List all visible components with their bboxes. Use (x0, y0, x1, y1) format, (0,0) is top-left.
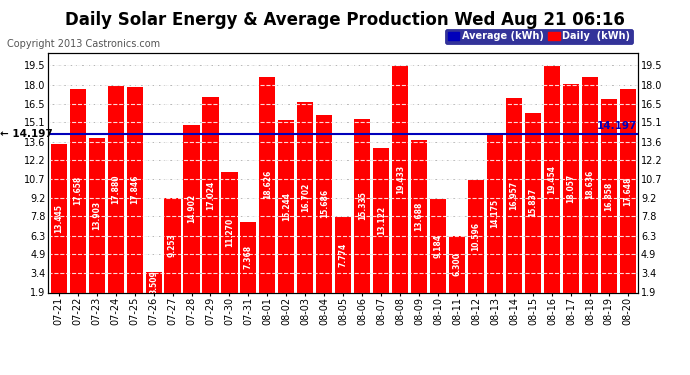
Bar (184, 125, 199, 292)
Text: 14.902: 14.902 (187, 194, 196, 223)
Text: 7.368: 7.368 (244, 245, 253, 269)
Text: 16.858: 16.858 (604, 182, 613, 211)
Bar (50, 144, 67, 292)
Bar (468, 180, 484, 292)
Bar (506, 98, 522, 292)
Text: 9.253: 9.253 (168, 233, 177, 257)
Text: 18.057: 18.057 (566, 174, 575, 203)
Bar (582, 76, 598, 292)
Bar (297, 102, 313, 292)
Text: 15.686: 15.686 (319, 189, 329, 218)
Text: 15.335: 15.335 (357, 191, 367, 220)
Text: 15.837: 15.837 (529, 188, 538, 217)
Text: 14.175: 14.175 (491, 199, 500, 228)
Bar (544, 66, 560, 292)
Bar (259, 76, 275, 292)
Text: 17.880: 17.880 (111, 175, 120, 204)
Text: 11.270: 11.270 (225, 217, 234, 247)
Text: 16.702: 16.702 (301, 182, 310, 212)
Bar (525, 112, 541, 292)
Bar (392, 66, 408, 292)
Text: 13.445: 13.445 (55, 204, 63, 232)
Bar (202, 98, 219, 292)
Legend: Average (kWh), Daily  (kWh): Average (kWh), Daily (kWh) (444, 28, 633, 44)
Bar (70, 89, 86, 292)
Bar (430, 198, 446, 292)
Text: 13.903: 13.903 (92, 201, 101, 230)
Text: 6.300: 6.300 (453, 252, 462, 276)
Bar (411, 140, 427, 292)
Bar (449, 236, 465, 292)
Bar (278, 120, 295, 292)
Text: 13.122: 13.122 (377, 206, 386, 235)
Text: 10.596: 10.596 (471, 222, 480, 251)
Text: 16.957: 16.957 (509, 181, 518, 210)
Bar (221, 172, 237, 292)
Bar (354, 119, 371, 292)
Text: Daily Solar Energy & Average Production Wed Aug 21 06:16: Daily Solar Energy & Average Production … (65, 11, 625, 29)
Text: Copyright 2013 Castronics.com: Copyright 2013 Castronics.com (7, 39, 160, 50)
Text: 14.197: 14.197 (597, 121, 638, 131)
Bar (601, 99, 617, 292)
Text: 17.658: 17.658 (73, 176, 82, 206)
Text: 18.636: 18.636 (585, 170, 594, 199)
Text: 19.454: 19.454 (547, 165, 556, 194)
Bar (126, 87, 143, 292)
Text: 19.433: 19.433 (395, 165, 404, 194)
Text: 13.688: 13.688 (415, 202, 424, 231)
Bar (240, 222, 257, 292)
Text: 9.184: 9.184 (433, 234, 442, 258)
Text: 7.774: 7.774 (339, 243, 348, 267)
Text: 17.846: 17.846 (130, 175, 139, 204)
Bar (373, 148, 389, 292)
Bar (108, 86, 124, 292)
Text: 18.626: 18.626 (263, 170, 272, 199)
Bar (88, 138, 105, 292)
Bar (335, 217, 351, 292)
Bar (620, 89, 636, 292)
Text: 17.024: 17.024 (206, 180, 215, 210)
Text: 15.244: 15.244 (282, 192, 291, 221)
Bar (487, 134, 503, 292)
Text: 3.509: 3.509 (149, 270, 158, 294)
Bar (164, 198, 181, 292)
Text: ← 14.197: ← 14.197 (0, 129, 53, 139)
Text: 17.648: 17.648 (623, 176, 632, 206)
Bar (146, 272, 161, 292)
Bar (316, 115, 333, 292)
Bar (563, 84, 579, 292)
